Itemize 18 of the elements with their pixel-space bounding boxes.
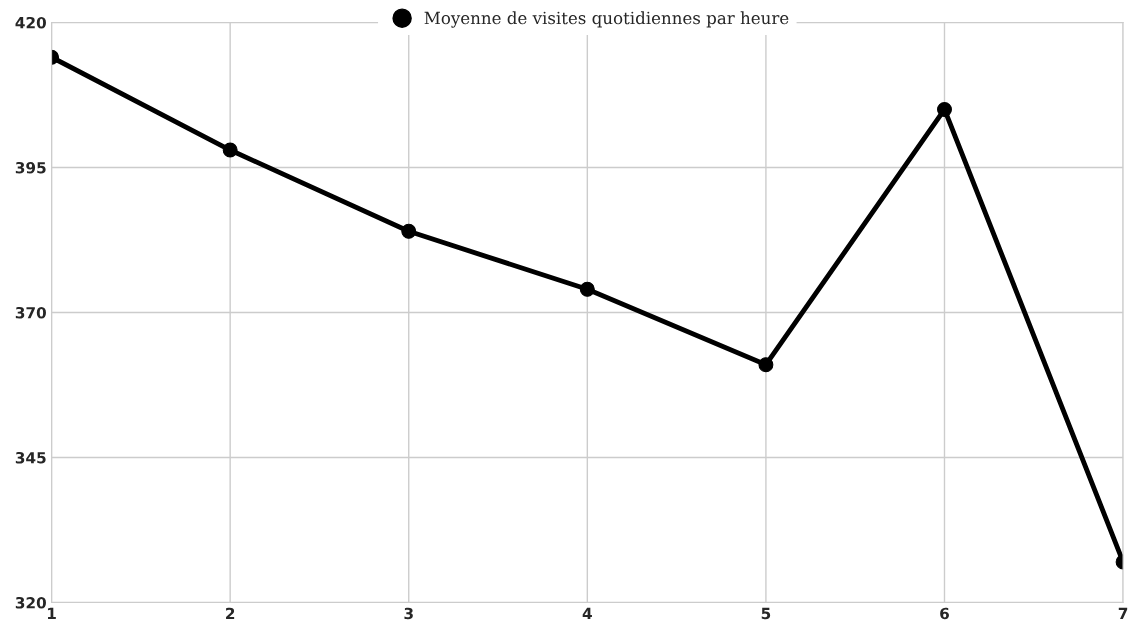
point: [937, 101, 952, 117]
x-tick-label: 1: [47, 607, 56, 620]
y-tick-label: 345: [15, 451, 46, 464]
x-tick-label: 3: [404, 607, 413, 620]
x-tick-label: 7: [1118, 607, 1128, 620]
point: [579, 281, 595, 297]
point: [401, 223, 417, 239]
x-tick-label: 2: [226, 607, 235, 620]
y-tick-label: 420: [15, 16, 46, 29]
x-tick-label: 5: [761, 607, 771, 620]
y-tick-label: 320: [15, 597, 46, 609]
x-tick-label: 6: [940, 607, 949, 620]
y-tick-label: 370: [15, 306, 46, 319]
legend-label: Moyenne de visites quotidiennes par heure: [424, 11, 789, 28]
y-tick-label: 395: [15, 161, 46, 174]
point: [758, 357, 774, 373]
x-tick-label: 4: [582, 607, 592, 620]
point: [222, 142, 238, 158]
